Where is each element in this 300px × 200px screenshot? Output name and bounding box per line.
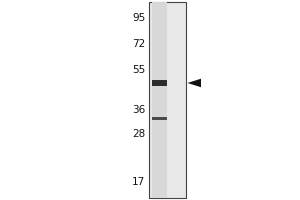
- Text: 95: 95: [132, 13, 146, 23]
- Text: 55: 55: [132, 65, 146, 75]
- Polygon shape: [188, 79, 201, 87]
- Bar: [152, 80, 166, 86]
- Bar: [148, 2, 186, 198]
- Text: 28: 28: [132, 129, 146, 139]
- Bar: [152, 117, 166, 120]
- Text: 36: 36: [132, 105, 146, 115]
- Text: 17: 17: [132, 177, 146, 187]
- Bar: [152, 2, 166, 198]
- Text: 72: 72: [132, 39, 146, 49]
